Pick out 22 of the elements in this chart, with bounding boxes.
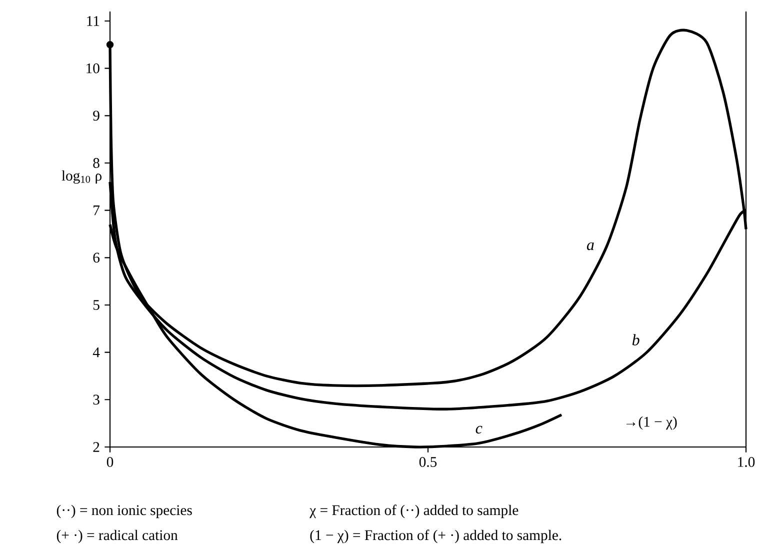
y-axis-title: log$_{10}$ ρ xyxy=(62,170,102,184)
text: (··) = non ionic species xyxy=(56,504,192,518)
x-axis-title: →(1 − χ) xyxy=(626,416,677,430)
text: (+ ·) = radical cation xyxy=(56,530,178,544)
y-tick-label: 2 xyxy=(93,442,100,452)
text: (1 − χ) = Fraction of (+ ·) added to sample. xyxy=(310,530,562,544)
x-tick-label: 1.0 xyxy=(738,457,755,467)
x-tick-label: 0.5 xyxy=(419,457,437,467)
y-tick-label: 6 xyxy=(93,252,100,263)
x-tick-label: 0 xyxy=(106,457,114,467)
y-tick-label: 7 xyxy=(94,206,100,216)
series-label: a xyxy=(586,242,594,250)
series-label: c xyxy=(476,426,482,434)
y-tick-label: 11 xyxy=(87,16,100,26)
y-tick-label: 3 xyxy=(93,394,100,405)
y-tick-label: 9 xyxy=(93,110,100,121)
y-tick-label: 8 xyxy=(93,158,100,168)
text: χ = Fraction of (··) added to sample xyxy=(310,504,518,518)
series-label: b xyxy=(632,334,640,346)
y-tick-label: 5 xyxy=(93,300,100,310)
y-tick-label: 10 xyxy=(86,63,100,74)
y-tick-label: 4 xyxy=(92,348,100,358)
